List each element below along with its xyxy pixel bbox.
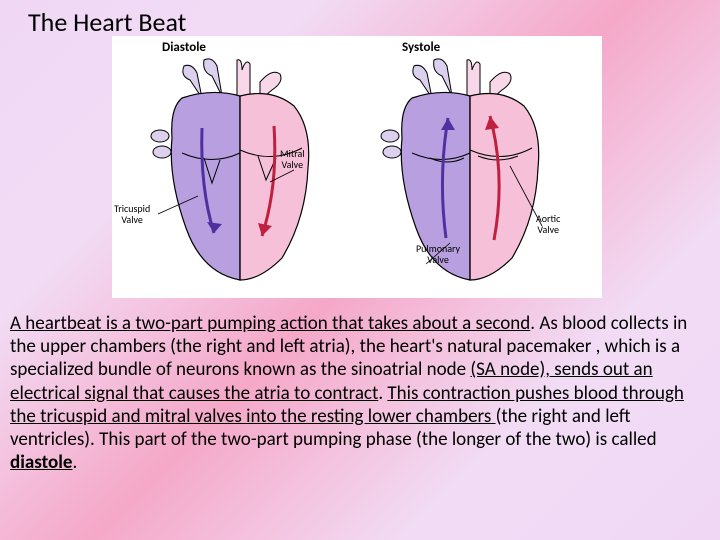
- diastole-heading: Diastole: [162, 40, 206, 55]
- systole-heart-icon: [372, 58, 572, 288]
- heart-diagram: Diastole Systole: [112, 36, 602, 298]
- body-paragraph: A heartbeat is a two-part pumping action…: [10, 312, 710, 474]
- mitral-valve-label: Mitral Valve: [280, 149, 305, 170]
- para-seg8: .: [72, 451, 77, 474]
- diastole-heart-icon: [142, 58, 342, 288]
- para-seg1: A heartbeat is a two-part pumping action…: [10, 312, 530, 335]
- para-seg7: diastole: [10, 451, 72, 474]
- pulmonary-valve-label: Pulmonary Valve: [416, 244, 460, 265]
- tricuspid-valve-label: Tricuspid Valve: [114, 204, 150, 225]
- page-title: The Heart Beat: [28, 6, 186, 38]
- aortic-valve-label: Aortic Valve: [536, 214, 560, 235]
- systole-heading: Systole: [402, 40, 440, 55]
